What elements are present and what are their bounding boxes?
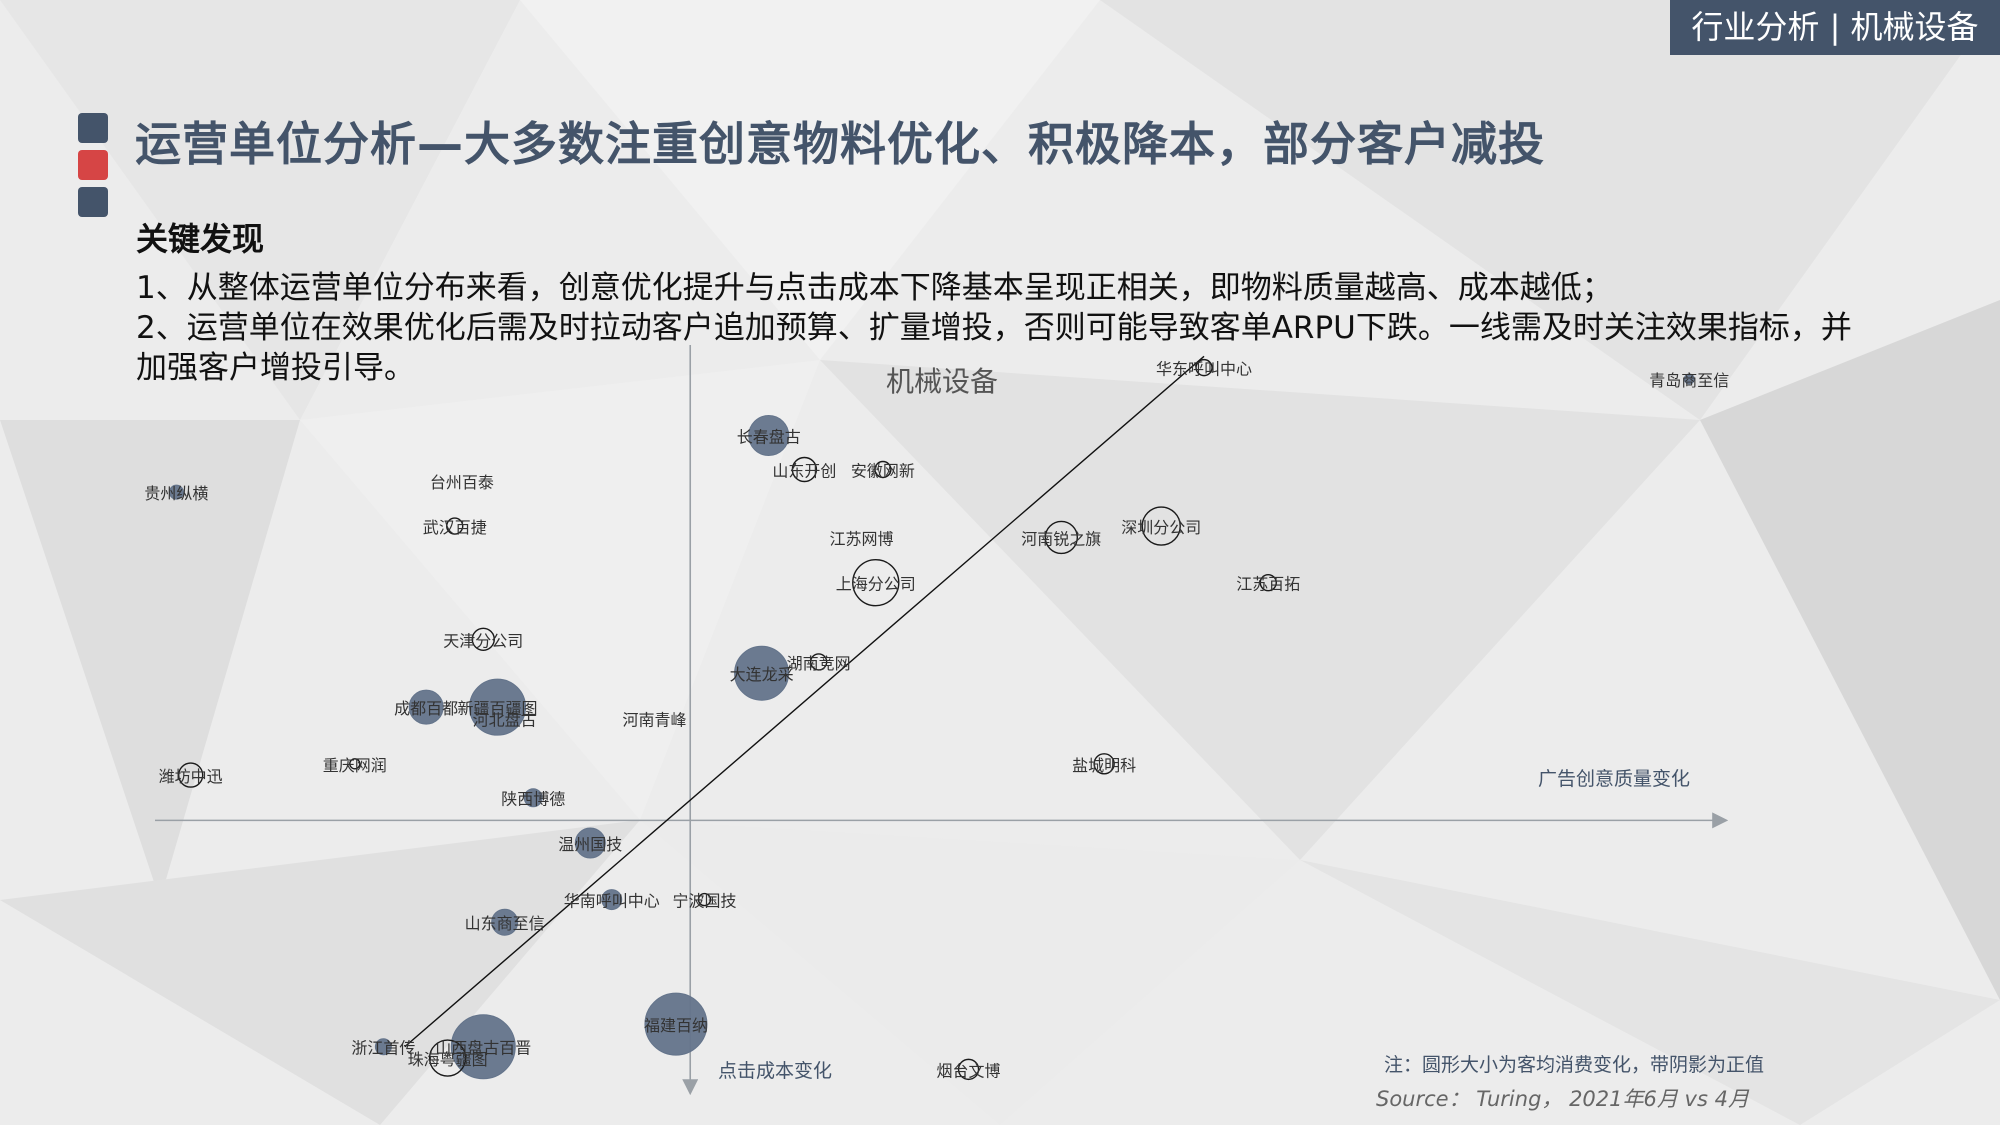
bubble-point bbox=[1093, 753, 1115, 775]
chart-title: 机械设备 bbox=[886, 365, 998, 398]
bubble-point bbox=[177, 762, 204, 788]
point-label: 盐城明科 bbox=[1072, 756, 1136, 775]
point-label: 福建百纳 bbox=[644, 1016, 708, 1035]
bubble-point bbox=[349, 758, 361, 770]
source-note: Source： Turing， 2021年6月 vs 4月 bbox=[1376, 1087, 1749, 1111]
bubble-point bbox=[809, 653, 828, 671]
accent-square-bottom bbox=[78, 187, 108, 217]
point-label: 贵州纵横 bbox=[144, 484, 208, 503]
key-findings-heading: 关键发现 bbox=[136, 220, 265, 258]
trendline bbox=[404, 355, 1205, 1048]
x-axis-label: 广告创意质量变化 bbox=[1538, 768, 1690, 790]
point-label: 青岛商至信 bbox=[1649, 371, 1729, 390]
bubble-point bbox=[791, 456, 818, 483]
point-label: 河北盘古 bbox=[473, 711, 537, 730]
bubble-point bbox=[1141, 506, 1181, 546]
point-label: 河南锐之旗 bbox=[1021, 529, 1101, 548]
bubble-point bbox=[1259, 573, 1277, 592]
point-label: 湖南竞网 bbox=[787, 654, 851, 673]
point-label: 山东开创 bbox=[772, 462, 836, 481]
bubble-point bbox=[450, 1014, 516, 1080]
bubble-point bbox=[523, 788, 543, 808]
bubble-point bbox=[1683, 373, 1695, 385]
point-label: 温州国技 bbox=[558, 835, 622, 854]
point-label: 浙江首传 bbox=[351, 1039, 415, 1058]
bubble-point bbox=[574, 827, 606, 859]
point-label: 大连龙采 bbox=[730, 665, 794, 684]
bubble-point bbox=[469, 678, 527, 736]
bubble-point bbox=[748, 415, 790, 457]
point-label: 河南青峰 bbox=[623, 711, 687, 730]
point-label: 江苏网博 bbox=[829, 529, 893, 548]
accent-square-middle bbox=[78, 150, 108, 180]
bubble-point bbox=[491, 908, 519, 936]
point-label: 山西盘古百晋 bbox=[435, 1039, 531, 1058]
bubble-point bbox=[852, 558, 900, 607]
bubble-point bbox=[428, 1039, 467, 1077]
bubble-point bbox=[446, 517, 464, 535]
point-label: 新疆百疆图 bbox=[458, 699, 538, 718]
point-label: 上海分公司 bbox=[836, 575, 916, 594]
point-label: 华东呼叫中心 bbox=[1156, 360, 1252, 379]
point-label: 烟台文博 bbox=[937, 1061, 1001, 1080]
y-axis-label: 点击成本变化 bbox=[718, 1060, 832, 1082]
point-label: 江苏百拓 bbox=[1236, 575, 1300, 594]
key-finding-line-2: 2、运营单位在效果优化后需及时拉动客户追加预算、扩量增投，否则可能导致客单ARP… bbox=[136, 310, 1852, 346]
key-finding-line-3: 加强客户增投引导。 bbox=[136, 350, 415, 386]
point-label: 台州百泰 bbox=[430, 473, 494, 492]
bubble-point bbox=[471, 627, 495, 651]
point-label: 珠海粤疆图 bbox=[408, 1050, 488, 1069]
point-label: 深圳分公司 bbox=[1121, 518, 1201, 537]
point-label: 华南呼叫中心 bbox=[564, 892, 660, 911]
bubble-point bbox=[1195, 358, 1213, 377]
page-title: 运营单位分析—大多数注重创意物料优化、积极降本，部分客户减投 bbox=[135, 117, 1545, 171]
point-label: 天津分公司 bbox=[443, 631, 523, 650]
bubble-point bbox=[168, 484, 184, 500]
bubble-size-note: 注：圆形大小为客均消费变化，带阴影为正值 bbox=[1384, 1054, 1765, 1076]
bubble-point bbox=[408, 689, 444, 725]
bubble-point bbox=[601, 889, 623, 911]
bubble-point bbox=[734, 645, 790, 701]
bubble-point bbox=[697, 892, 712, 907]
bubble-point bbox=[957, 1058, 980, 1081]
point-label: 安徽网新 bbox=[851, 462, 915, 481]
point-label: 成都百都 bbox=[394, 699, 458, 718]
point-label: 武汉百捷 bbox=[423, 518, 487, 537]
bubble-point bbox=[874, 460, 892, 479]
point-label: 宁波国技 bbox=[672, 892, 736, 911]
point-label: 陕西博德 bbox=[501, 790, 565, 809]
point-label: 长春盘古 bbox=[737, 428, 801, 447]
key-finding-line-1: 1、从整体运营单位分布来看，创意优化提升与点击成本下降基本呈现正相关，即物料质量… bbox=[136, 270, 1613, 306]
point-label: 潍坊中迅 bbox=[159, 767, 223, 786]
point-label: 重庆网润 bbox=[323, 756, 387, 775]
accent-square-top bbox=[78, 113, 108, 143]
bubble-point bbox=[644, 992, 708, 1056]
section-tag: 行业分析 | 机械设备 bbox=[1670, 0, 2000, 55]
bubble-point bbox=[374, 1038, 392, 1056]
point-label: 山东商至信 bbox=[465, 914, 545, 933]
bubble-point bbox=[1044, 520, 1079, 555]
